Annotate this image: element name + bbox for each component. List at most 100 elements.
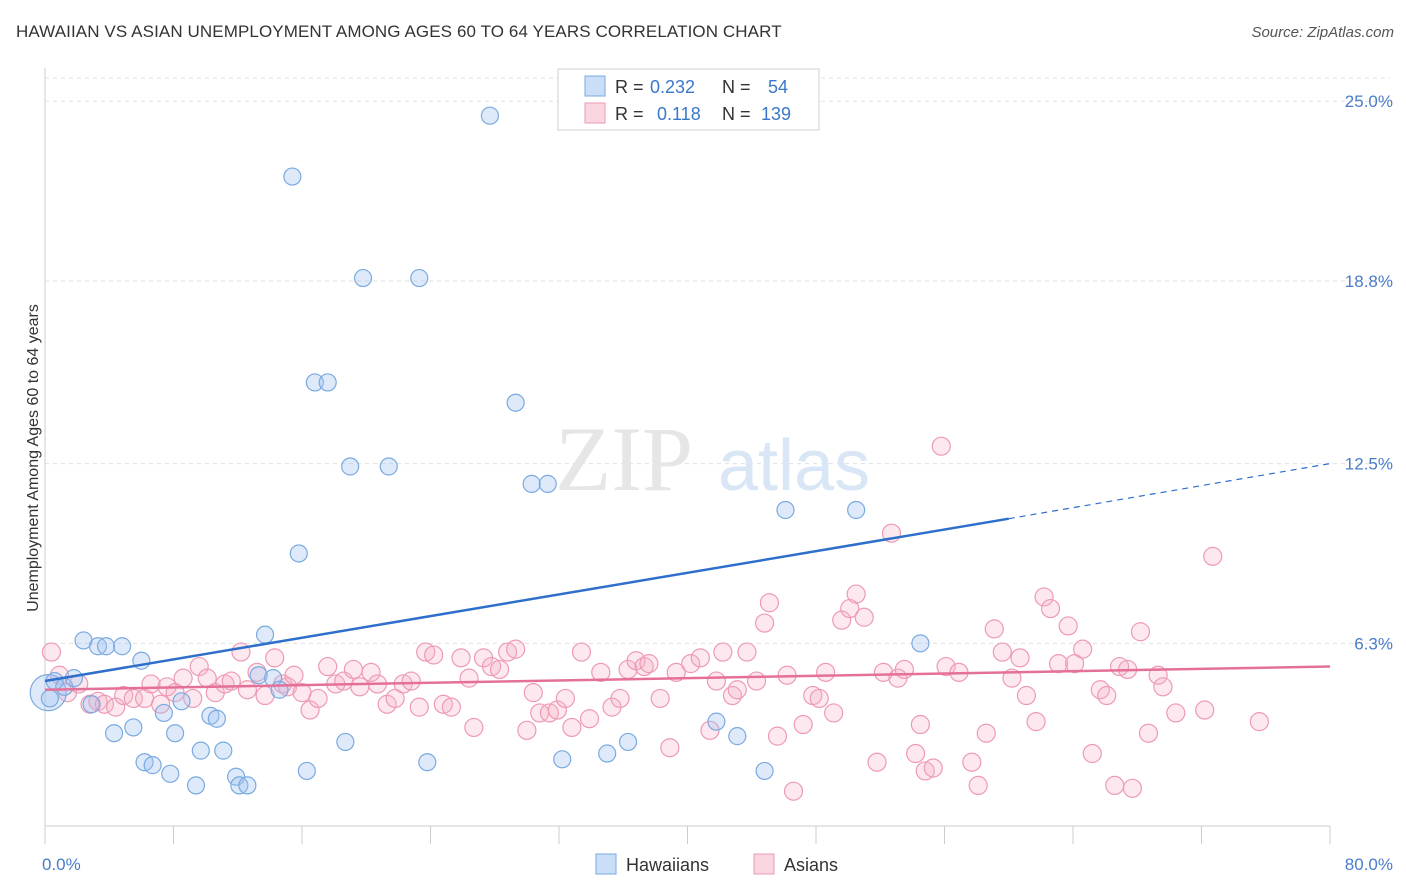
hawaiians-trend-extension: [1008, 463, 1331, 520]
hawaiians-trend-line: [44, 517, 1009, 683]
asians-point: [910, 714, 931, 735]
hawaiians-point: [538, 474, 557, 493]
hawaiians-point: [161, 764, 180, 783]
asians-point: [441, 697, 461, 717]
asians-point: [639, 654, 659, 674]
asians-point: [1130, 622, 1151, 642]
asians-point: [746, 671, 767, 691]
hawaiians-point: [172, 692, 191, 711]
hawaiians-point: [214, 741, 233, 760]
asians-point: [579, 709, 600, 729]
hawaiians-point: [40, 689, 59, 708]
asians-point: [1166, 703, 1186, 723]
stats-legend: R = 0.232 N = 54 R = 0.118 N = 139: [557, 68, 820, 131]
legend-r-value-1: 0.232: [650, 77, 695, 97]
bottom-swatch-hawaiians: [595, 853, 617, 875]
asians-point: [401, 671, 421, 691]
hawaiians-point: [249, 666, 268, 685]
asians-point: [1016, 685, 1037, 706]
asians-point: [690, 648, 710, 668]
asians-point: [1195, 700, 1215, 720]
hawaiians-point: [847, 500, 866, 520]
asians-point: [571, 642, 592, 662]
hawaiians-point: [553, 750, 572, 769]
asians-point: [1203, 546, 1223, 566]
asians-point: [867, 752, 887, 772]
asians-points: [41, 436, 1269, 801]
asians-point: [660, 738, 680, 758]
hawaiians-point: [104, 724, 124, 743]
asians-point: [385, 688, 405, 709]
asians-point: [591, 662, 611, 682]
x-tick-labels: 0.0% 80.0%: [42, 855, 1393, 874]
asians-point: [1105, 775, 1125, 796]
asians-point: [759, 593, 780, 613]
bottom-swatch-asians: [753, 853, 775, 875]
asians-point: [793, 714, 813, 735]
asians-point: [1153, 677, 1173, 697]
asians-point: [992, 642, 1012, 662]
hawaiians-point: [410, 268, 429, 288]
legend-n-value-1: 54: [768, 77, 788, 97]
asians-point: [737, 642, 757, 662]
asians-point: [343, 659, 363, 680]
asians-point: [727, 680, 747, 700]
hawaiians-point: [112, 637, 132, 656]
asians-point: [1073, 639, 1093, 659]
asians-point: [610, 688, 630, 709]
chart-title: HAWAIIAN VS ASIAN UNEMPLOYMENT AMONG AGE…: [16, 22, 782, 41]
asians-point: [308, 688, 328, 709]
hawaiians-point: [124, 718, 143, 737]
asians-point: [754, 613, 775, 633]
asians-point: [1010, 648, 1030, 668]
asians-trend-line: [44, 665, 1331, 691]
asians-point: [824, 703, 844, 723]
y-axis-label: Unemployment Among Ages 60 to 64 years: [25, 304, 42, 612]
asians-point: [464, 717, 484, 738]
legend-n-value-2: 139: [761, 104, 791, 124]
asians-point: [931, 436, 951, 456]
asians-point: [650, 688, 670, 709]
asians-point: [409, 697, 429, 717]
asians-point: [1034, 587, 1054, 607]
hawaiians-point: [297, 761, 316, 781]
asians-point: [237, 680, 257, 700]
trend-lines: [44, 463, 1331, 691]
hawaiians-point: [336, 732, 355, 752]
asians-point: [905, 743, 926, 764]
asians-point: [1065, 654, 1085, 674]
watermark-atlas: atlas: [718, 426, 870, 506]
asians-point: [284, 665, 304, 685]
asians-point: [562, 717, 582, 738]
asians-point: [265, 648, 285, 668]
y-tick-label-1: 12.5%: [1345, 455, 1393, 474]
asians-point: [1249, 712, 1269, 732]
asians-point: [681, 654, 701, 674]
asians-point: [41, 642, 62, 662]
asians-point: [1097, 685, 1117, 706]
asians-point: [1040, 598, 1061, 619]
hawaiians-point: [776, 500, 795, 520]
asians-point: [713, 642, 733, 662]
watermark-zip: ZIP: [555, 408, 693, 510]
asians-point: [123, 688, 143, 709]
asians-point: [894, 659, 914, 680]
hawaiians-point: [707, 712, 726, 731]
y-tick-labels: 6.3% 12.5% 18.8% 25.0%: [1345, 92, 1393, 653]
legend-n-label-1: N =: [722, 77, 751, 97]
x-tick-label-1: 80.0%: [1345, 855, 1393, 874]
hawaiians-point: [289, 544, 308, 563]
hawaiians-point: [506, 393, 525, 412]
series-legend: Hawaiians Asians: [595, 853, 838, 875]
hawaiians-point: [305, 373, 324, 392]
asians-point: [873, 662, 894, 682]
hawaiians-point: [379, 457, 398, 476]
asians-point: [451, 648, 471, 668]
hawaiians-point: [96, 637, 116, 656]
hawaiians-point: [755, 761, 774, 781]
asians-point: [1026, 712, 1046, 732]
asians-point: [968, 775, 988, 796]
hawaiians-point: [728, 727, 747, 746]
x-tick-label-0: 0.0%: [42, 855, 81, 874]
